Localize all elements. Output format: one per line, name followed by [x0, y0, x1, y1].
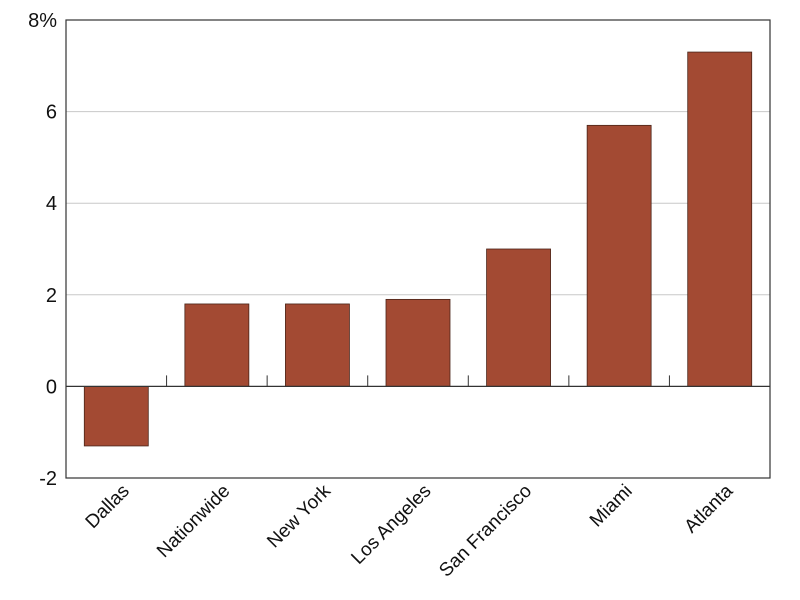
bar-dallas	[83, 385, 149, 447]
x-tick-label: Dallas	[82, 481, 134, 533]
y-tick-label: 0	[46, 376, 57, 398]
x-tick-label: New York	[263, 480, 335, 552]
x-tick-label: Nationwide	[153, 481, 234, 562]
y-tick-label: 4	[46, 193, 57, 215]
x-tick-label: Miami	[586, 481, 637, 532]
x-tick-label: Atlanta	[681, 480, 738, 537]
bar-nationwide	[184, 303, 250, 387]
y-tick-label: 6	[46, 102, 57, 124]
y-tick-label: -2	[39, 468, 57, 490]
plot-frame	[65, 19, 771, 479]
bar-miami	[586, 124, 652, 387]
bar-atlanta	[687, 51, 753, 387]
bars	[83, 51, 753, 447]
y-tick-label: 8%	[28, 10, 57, 32]
bar-san-francisco	[486, 248, 551, 387]
bar-new-york	[285, 303, 350, 387]
x-tick-label: Los Angeles	[347, 481, 435, 569]
bar-los-angeles	[385, 298, 451, 387]
y-tick-label: 2	[46, 285, 57, 307]
gridlines	[66, 111, 770, 296]
x-tick-label: San Francisco	[435, 481, 536, 582]
axes	[65, 19, 771, 479]
